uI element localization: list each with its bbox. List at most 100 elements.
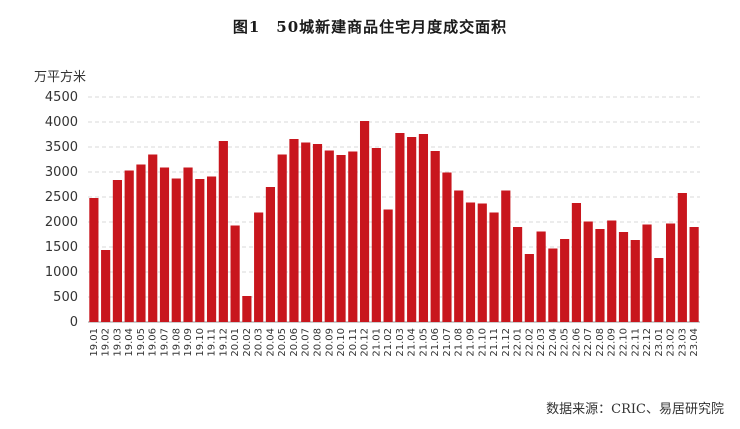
bar — [159, 167, 170, 322]
x-tick-label: 19.12 — [218, 328, 229, 357]
x-tick-label: 23.04 — [689, 328, 700, 357]
x-tick-label: 22.03 — [536, 328, 547, 357]
x-tick-label: 21.05 — [418, 328, 429, 357]
y-axis-unit-label: 万平方米 — [34, 70, 87, 85]
y-tick-label: 3500 — [45, 140, 78, 155]
bar — [136, 164, 146, 322]
bar — [501, 190, 511, 322]
bar — [359, 121, 370, 322]
x-tick-label: 19.06 — [148, 328, 159, 357]
x-tick-label: 22.02 — [524, 328, 535, 357]
bar — [324, 150, 334, 322]
bar — [254, 212, 264, 322]
x-tick-label: 20.12 — [360, 328, 371, 357]
bar — [183, 167, 193, 322]
bar — [454, 190, 464, 322]
x-tick-label: 21.01 — [371, 328, 382, 357]
bar — [618, 232, 629, 322]
bar — [206, 176, 217, 322]
bar — [442, 172, 452, 322]
bar — [477, 203, 487, 322]
bar — [148, 154, 158, 322]
bar — [218, 141, 228, 322]
x-tick-label: 23.01 — [654, 328, 665, 357]
y-tick-label: 4500 — [45, 90, 78, 105]
x-tick-label: 23.03 — [677, 328, 688, 357]
bar — [677, 193, 687, 322]
bar — [230, 225, 240, 322]
bar — [642, 224, 652, 322]
bar — [430, 151, 440, 322]
x-tick-label: 21.03 — [395, 328, 406, 357]
x-tick-label: 22.10 — [619, 328, 630, 357]
x-tick-label: 20.06 — [289, 328, 300, 357]
bar — [560, 239, 570, 322]
bar — [289, 139, 299, 322]
bar — [395, 133, 405, 322]
x-tick-label: 19.03 — [112, 328, 123, 357]
bar — [665, 223, 676, 322]
x-tick-label: 21.12 — [501, 328, 512, 357]
x-tick-label: 22.06 — [571, 328, 582, 357]
bar — [630, 240, 640, 322]
bar — [242, 296, 252, 322]
bar — [101, 250, 111, 322]
bar — [418, 134, 429, 322]
x-tick-label: 21.02 — [383, 328, 394, 357]
x-tick-label: 20.07 — [301, 328, 312, 357]
bar — [489, 212, 499, 322]
x-tick-label: 21.09 — [466, 328, 477, 357]
bar — [336, 155, 346, 322]
x-tick-label: 22.09 — [607, 328, 618, 357]
y-tick-label: 4000 — [45, 115, 78, 130]
x-tick-label: 22.12 — [642, 328, 653, 357]
bar — [112, 180, 123, 322]
x-tick-label: 19.01 — [89, 328, 100, 357]
x-tick-label: 19.04 — [124, 328, 135, 357]
bar — [371, 148, 381, 322]
x-tick-label: 19.11 — [207, 328, 218, 357]
x-tick-label: 19.10 — [195, 328, 206, 357]
x-tick-label: 20.05 — [277, 328, 288, 357]
y-tick-label: 3000 — [45, 165, 78, 180]
y-tick-label: 2500 — [45, 190, 78, 205]
x-tick-label: 19.07 — [160, 328, 171, 357]
y-tick-label: 2000 — [45, 215, 78, 230]
bar — [536, 231, 546, 322]
bar — [654, 258, 664, 322]
bar — [312, 144, 323, 322]
bar — [89, 198, 99, 322]
data-source-note: 数据来源：CRIC、易居研究院 — [546, 402, 724, 417]
bar — [301, 142, 311, 322]
x-tick-label: 21.11 — [489, 328, 500, 357]
y-tick-label: 500 — [53, 290, 78, 305]
bar — [583, 221, 593, 322]
x-tick-label: 20.09 — [324, 328, 335, 357]
x-tick-label: 19.05 — [136, 328, 147, 357]
bar — [171, 178, 181, 322]
x-tick-label: 20.11 — [348, 328, 359, 357]
x-tick-label: 22.11 — [630, 328, 641, 357]
bar — [595, 229, 605, 322]
x-tick-label: 21.07 — [442, 328, 453, 357]
bar — [607, 220, 617, 322]
x-tick-label: 20.08 — [313, 328, 324, 357]
x-tick-label: 19.08 — [171, 328, 182, 357]
x-tick-label: 20.03 — [254, 328, 265, 357]
x-tick-label: 22.08 — [595, 328, 606, 357]
bar — [124, 170, 134, 322]
bar — [571, 203, 582, 322]
bar — [407, 137, 417, 322]
x-tick-label: 21.08 — [454, 328, 465, 357]
x-tick-label: 22.01 — [513, 328, 524, 357]
x-tick-label: 19.02 — [101, 328, 112, 357]
x-tick-label: 22.05 — [560, 328, 571, 357]
bar — [524, 254, 534, 322]
x-tick-label: 21.04 — [407, 328, 418, 357]
x-tick-label: 19.09 — [183, 328, 194, 357]
bar — [277, 154, 287, 322]
x-tick-label: 20.02 — [242, 328, 253, 357]
chart-title: 图1 50城新建商品住宅月度成交面积 — [232, 18, 508, 36]
x-tick-label: 22.07 — [583, 328, 594, 357]
